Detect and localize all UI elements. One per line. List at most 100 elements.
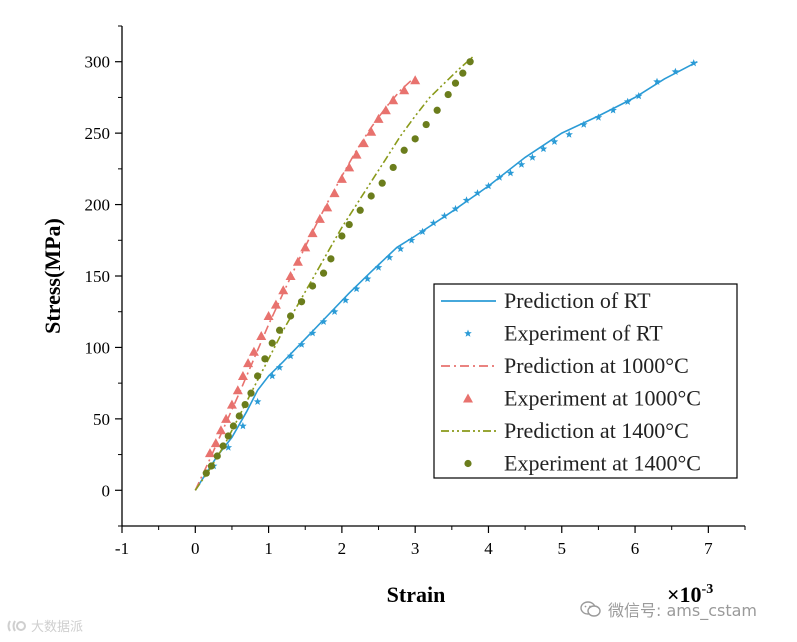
- series-line: [194, 55, 475, 491]
- data-point: [410, 75, 421, 85]
- data-point: [459, 69, 467, 77]
- data-point: [253, 397, 262, 405]
- data-point: [307, 228, 318, 238]
- data-point: [358, 138, 369, 148]
- data-point: [226, 399, 237, 409]
- data-point: [385, 253, 394, 261]
- watermark-wechat: 微信号: ams_cstam: [580, 597, 757, 621]
- data-point: [378, 179, 386, 187]
- y-tick-label: 300: [85, 53, 111, 72]
- data-point: [634, 92, 643, 100]
- legend-marker: [464, 459, 472, 468]
- watermark-site-text: 大数据派: [31, 620, 84, 635]
- data-point: [221, 413, 232, 423]
- legend-entry: Experiment of RT: [504, 321, 663, 346]
- data-point: [345, 220, 353, 229]
- data-point: [278, 285, 289, 295]
- data-point: [609, 106, 617, 114]
- data-point: [380, 105, 391, 115]
- data-point: [253, 372, 262, 380]
- x-tick-label: 7: [704, 539, 713, 558]
- x-tick-label: 2: [338, 539, 347, 558]
- data-point: [528, 153, 537, 161]
- data-point: [451, 79, 460, 87]
- data-point: [356, 206, 364, 214]
- data-point: [506, 169, 515, 177]
- data-point: [338, 232, 346, 240]
- series-4: [194, 55, 475, 491]
- data-point: [270, 299, 281, 309]
- data-point: [550, 137, 559, 145]
- series-0: [194, 60, 698, 491]
- data-point: [247, 389, 255, 397]
- data-point: [689, 59, 698, 67]
- data-point: [286, 352, 295, 360]
- data-point: [204, 448, 215, 458]
- y-tick-label: 100: [85, 338, 111, 357]
- data-point: [322, 202, 333, 212]
- data-point: [275, 326, 284, 334]
- x-tick-label: 0: [191, 539, 200, 558]
- x-axis-title: Strain: [387, 582, 446, 607]
- logo-icon: [7, 619, 26, 632]
- y-tick-label: 200: [85, 196, 111, 215]
- legend-marker: [463, 393, 473, 403]
- data-point: [241, 400, 249, 409]
- data-point: [466, 58, 474, 66]
- x-axis-multiplier: ×10-3: [667, 582, 713, 607]
- x-tick-label: 6: [631, 539, 640, 558]
- data-point: [539, 144, 548, 153]
- data-point: [495, 173, 504, 181]
- data-point: [389, 163, 397, 172]
- legend-box: [433, 283, 738, 479]
- series-1: [209, 59, 698, 470]
- data-point: [351, 149, 362, 159]
- data-point: [418, 227, 427, 235]
- data-point: [473, 189, 482, 197]
- legend: Prediction of RT Experiment of RT Predicti…: [433, 283, 738, 479]
- data-point: [215, 425, 226, 435]
- data-point: [336, 173, 347, 183]
- data-point: [248, 346, 259, 356]
- data-point: [239, 422, 247, 430]
- data-point: [263, 311, 274, 320]
- legend-entry: Prediction at 1000°C: [504, 353, 689, 378]
- x-tick-label: 5: [558, 539, 567, 558]
- data-point: [319, 317, 328, 325]
- data-point: [232, 385, 243, 395]
- series-3: [204, 75, 421, 458]
- data-point: [237, 371, 248, 380]
- y-tick-label: 0: [102, 481, 111, 500]
- data-point: [213, 452, 221, 460]
- data-point: [422, 120, 430, 129]
- legend-entry: Prediction of RT: [504, 288, 651, 313]
- data-point: [229, 422, 238, 430]
- data-point: [444, 90, 452, 99]
- x-tick-label: 4: [484, 539, 493, 558]
- legend-entry: Experiment at 1000°C: [504, 386, 701, 411]
- data-point: [388, 95, 399, 105]
- data-point: [344, 162, 355, 172]
- data-point: [623, 97, 632, 105]
- data-point: [219, 442, 227, 450]
- data-point: [341, 296, 350, 304]
- watermark-site: 大数据派: [6, 616, 83, 635]
- data-point: [433, 106, 441, 114]
- legend-marker: [464, 329, 472, 337]
- data-point: [407, 236, 416, 244]
- data-point: [565, 130, 573, 138]
- legend-entry: Experiment at 1400°C: [504, 451, 701, 476]
- data-point: [366, 126, 377, 136]
- y-tick-label: 50: [93, 410, 110, 429]
- data-point: [594, 113, 603, 121]
- data-point: [243, 358, 254, 368]
- data-point: [399, 85, 410, 95]
- data-point: [314, 213, 325, 223]
- data-point: [297, 340, 306, 348]
- data-point: [319, 269, 328, 277]
- data-point: [202, 469, 210, 477]
- series-line: [194, 79, 413, 491]
- data-point: [224, 443, 233, 451]
- x-tick-label: 3: [411, 539, 420, 558]
